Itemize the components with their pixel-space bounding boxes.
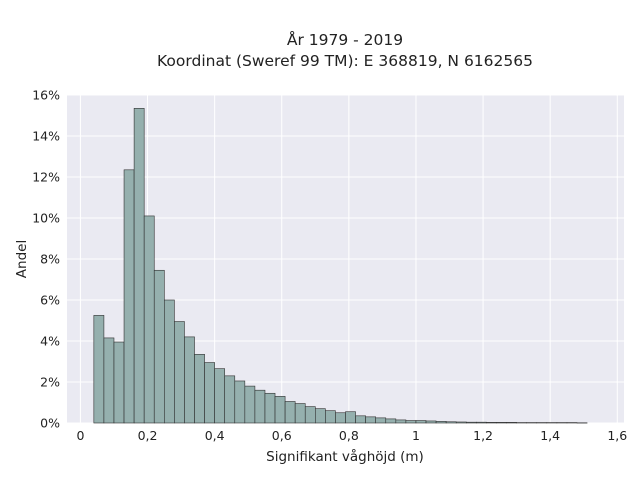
x-tick-label: 1 <box>412 428 420 443</box>
y-axis-label: Andel <box>14 240 30 278</box>
x-tick-label: 1,2 <box>473 428 493 443</box>
histogram-bar <box>164 299 175 424</box>
histogram-bar <box>455 421 467 424</box>
histogram-bar <box>133 108 145 424</box>
x-axis-label: Signifikant våghöjd (m) <box>266 448 424 465</box>
x-tick-label: 0,8 <box>339 428 359 443</box>
histogram-bar <box>93 315 105 424</box>
histogram-bar <box>224 375 236 424</box>
x-tick-label: 0,4 <box>205 428 225 443</box>
histogram-bar <box>465 421 477 424</box>
histogram-bar <box>214 368 226 424</box>
bars <box>93 108 588 424</box>
histogram-bar <box>405 420 417 424</box>
y-tick-label: 16% <box>32 88 60 103</box>
y-tick-label: 2% <box>40 375 60 390</box>
x-tick-label: 1,4 <box>540 428 560 443</box>
x-axis-ticks: 0 0,2 0,4 0,6 0,8 1 1,2 1,4 1,6 <box>76 428 627 443</box>
histogram-bar <box>113 341 125 424</box>
x-tick-label: 0 <box>76 428 84 443</box>
histogram-bar <box>486 422 497 424</box>
x-tick-label: 0,6 <box>272 428 292 443</box>
histogram-bar <box>425 420 437 424</box>
histogram-bar <box>304 406 316 424</box>
y-tick-label: 14% <box>32 129 60 144</box>
histogram-bar <box>103 337 115 424</box>
histogram-bar <box>375 417 387 424</box>
histogram-bar <box>294 403 306 424</box>
histogram-bar <box>355 415 366 424</box>
y-tick-label: 0% <box>40 416 60 431</box>
histogram-bar <box>325 410 336 424</box>
y-tick-label: 4% <box>40 334 60 349</box>
histogram-bar <box>395 419 407 424</box>
histogram-bar <box>123 169 135 424</box>
histogram-bar <box>385 418 397 424</box>
histogram-bar <box>506 422 517 424</box>
histogram-bar <box>194 354 205 424</box>
histogram-bar <box>315 408 326 424</box>
histogram-bar <box>153 269 165 424</box>
histogram-bar <box>335 412 346 424</box>
histogram-bar <box>143 215 155 424</box>
histogram-bar <box>365 416 376 424</box>
histogram-bar <box>496 422 507 424</box>
chart-subtitle: Koordinat (Sweref 99 TM): E 368819, N 61… <box>157 52 533 70</box>
x-tick-label: 1,6 <box>607 428 627 443</box>
histogram-bar <box>264 392 276 424</box>
y-axis-ticks: 0% 2% 4% 6% 8% 10% 12% 14% 16% <box>32 88 60 431</box>
histogram-bar <box>274 396 286 424</box>
y-tick-label: 10% <box>32 211 60 226</box>
chart-title: År 1979 - 2019 <box>287 30 403 49</box>
y-tick-label: 12% <box>32 170 60 185</box>
histogram-bar <box>174 321 185 424</box>
histogram-bar <box>234 380 246 424</box>
histogram-bar <box>244 385 256 424</box>
histogram-bar <box>415 420 427 424</box>
histogram-bar <box>204 362 215 424</box>
y-tick-label: 8% <box>40 252 60 267</box>
histogram-bar <box>184 336 195 424</box>
histogram-bar <box>345 411 356 424</box>
y-tick-label: 6% <box>40 293 60 308</box>
x-tick-label: 0,2 <box>138 428 158 443</box>
histogram-bar <box>476 421 487 424</box>
histogram-bar <box>254 389 266 424</box>
histogram-bar <box>445 421 457 424</box>
histogram-bar <box>435 421 447 424</box>
histogram-bar <box>284 401 296 424</box>
